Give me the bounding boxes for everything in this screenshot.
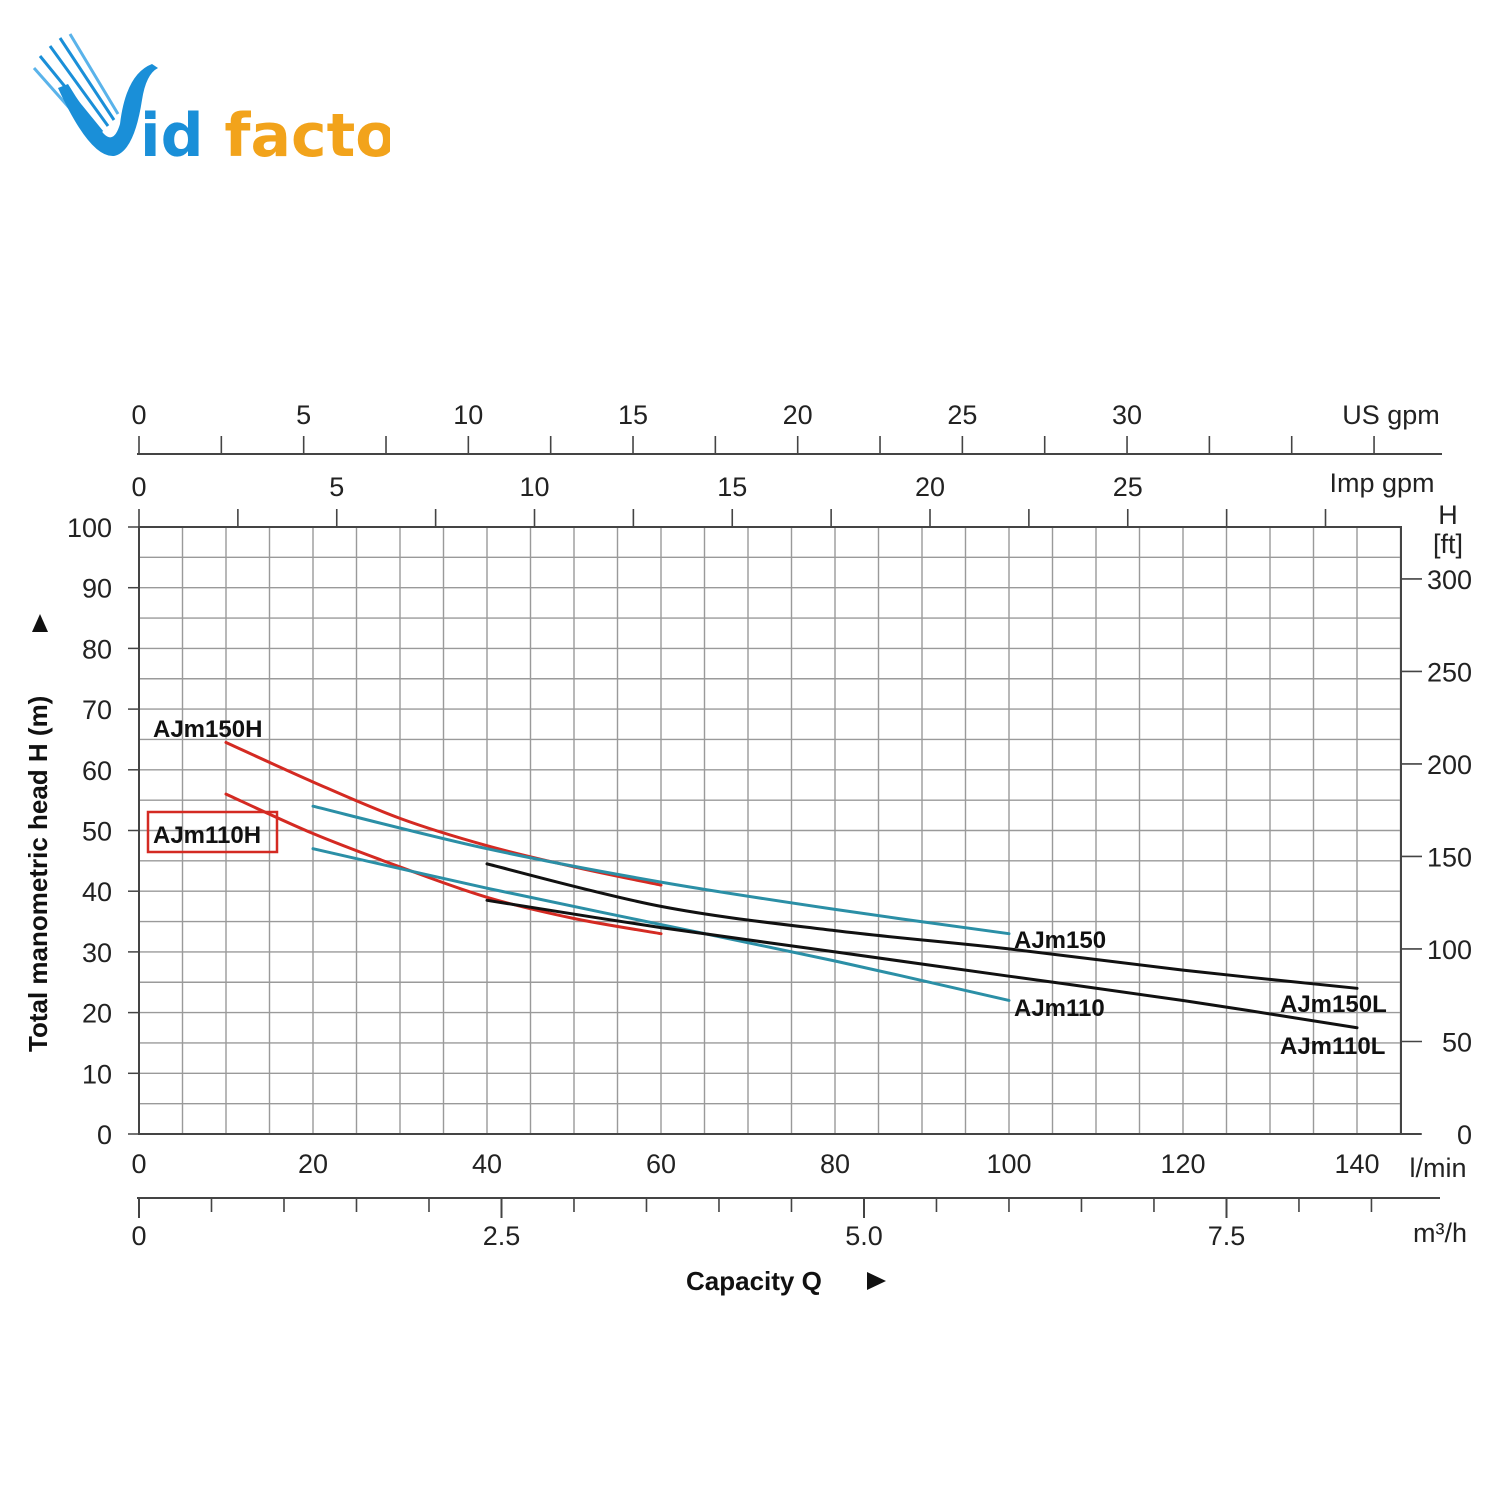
m3h-tick-label: 2.5: [483, 1221, 521, 1251]
logo-wordmark-factor: factor: [224, 101, 390, 171]
chart-series: [224, 740, 1359, 1030]
x-unit-label-lmin: l/min: [1409, 1153, 1466, 1183]
series-label-ajm110l: AJm110L: [1280, 1033, 1385, 1060]
chart-grid: [138, 526, 1402, 1135]
x-axis-title: Capacity Q: [686, 1266, 822, 1296]
x-tick-label: 80: [820, 1149, 850, 1179]
y-tick-label: 40: [82, 877, 112, 907]
series-line-ajm110h: [224, 792, 663, 936]
series-line-ajm110: [311, 847, 1011, 1002]
y-tick-label: 80: [82, 634, 112, 664]
us-gpm-tick-label: 0: [131, 400, 146, 430]
series-label-ajm150: AJm150: [1014, 927, 1106, 954]
series-label-ajm110: AJm110: [1014, 995, 1105, 1022]
m3h-tick-label: 0: [131, 1221, 146, 1251]
series-label-ajm110h: AJm110H: [153, 822, 261, 849]
x-tick-label: 40: [472, 1149, 502, 1179]
vidfactor-logo: id factor: [32, 33, 390, 171]
x-tick-label: 0: [131, 1149, 146, 1179]
ft-tick-label: 0: [1457, 1120, 1472, 1150]
us-gpm-unit-label: US gpm: [1342, 400, 1440, 430]
chart-series-labels: AJm150H AJm110H AJm150 AJm110 AJm150L AJm110L: [146, 716, 1387, 1060]
ft-tick-label: 100: [1427, 935, 1472, 965]
series-label-ajm150h: AJm150H: [153, 716, 262, 743]
x-tick-label: 140: [1334, 1149, 1379, 1179]
ft-tick-label: 150: [1427, 842, 1472, 872]
us-gpm-tick-label: 30: [1112, 400, 1142, 430]
x-tick-label: 120: [1160, 1149, 1205, 1179]
us-gpm-tick-label: 25: [947, 400, 977, 430]
series-line-ajm110l: [485, 898, 1359, 1030]
ft-tick-label: 200: [1427, 750, 1472, 780]
imp-gpm-tick-label: 25: [1113, 472, 1143, 502]
imp-gpm-tick-label: 5: [329, 472, 344, 502]
y-tick-label: 20: [82, 999, 112, 1029]
x-tick-label: 100: [986, 1149, 1031, 1179]
ft-axis-unit: [ft]: [1433, 529, 1463, 559]
y-tick-label: 100: [67, 513, 112, 543]
x-tick-label: 20: [298, 1149, 328, 1179]
highlight-box-ajm110h: [146, 810, 279, 854]
logo-v-shape: [58, 64, 158, 157]
y-tick-label: 90: [82, 574, 112, 604]
series-line-ajm150: [311, 804, 1011, 936]
logo-wordmark: id factor: [140, 101, 390, 171]
us-gpm-tick-label: 5: [296, 400, 311, 430]
ft-tick-label: 300: [1427, 565, 1472, 595]
y-tick-label: 60: [82, 756, 112, 786]
y-tick-label: 50: [82, 817, 112, 847]
ft-tick-label: 250: [1427, 657, 1472, 687]
imp-gpm-unit-label: Imp gpm: [1329, 468, 1434, 498]
y-tick-label: 10: [82, 1059, 112, 1089]
y-axis-title: Total manometric head H (m): [23, 696, 53, 1052]
logo-wordmark-i: id: [140, 101, 204, 171]
y-tick-label: 30: [82, 938, 112, 968]
us-gpm-tick-label: 20: [783, 400, 813, 430]
ft-axis-title: H: [1438, 500, 1458, 530]
series-line-ajm150l: [485, 862, 1359, 990]
x-tick-label: 60: [646, 1149, 676, 1179]
imp-gpm-tick-label: 20: [915, 472, 945, 502]
imp-gpm-tick-label: 0: [131, 472, 146, 502]
m3h-tick-label: 5.0: [845, 1221, 883, 1251]
imp-gpm-tick-label: 10: [519, 472, 549, 502]
y-tick-label: 0: [97, 1120, 112, 1150]
ft-tick-label: 50: [1442, 1027, 1472, 1057]
y-tick-label: 70: [82, 695, 112, 725]
us-gpm-tick-label: 15: [618, 400, 648, 430]
us-gpm-tick-label: 10: [453, 400, 483, 430]
x-unit-label-m3h: m³/h: [1413, 1218, 1467, 1248]
imp-gpm-tick-label: 15: [717, 472, 747, 502]
m3h-tick-label: 7.5: [1208, 1221, 1246, 1251]
y-axis-arrow-icon: [32, 614, 48, 632]
x-axis-arrow-icon: [867, 1272, 886, 1290]
series-label-ajm150l: AJm150L: [1280, 991, 1387, 1018]
